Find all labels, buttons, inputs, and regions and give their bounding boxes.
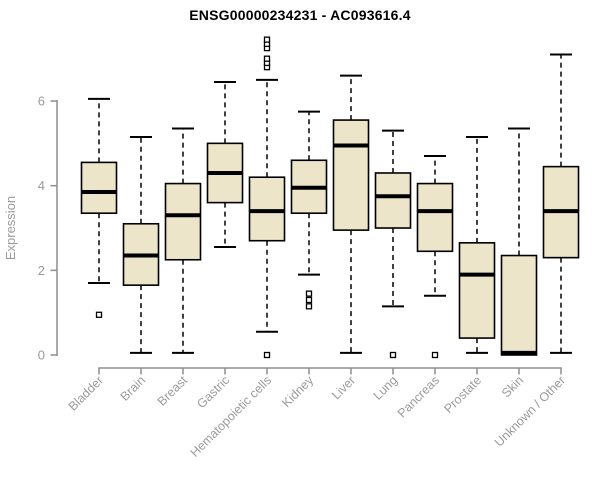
x-tick-label: Breast [155, 373, 191, 409]
iqr-box [80, 161, 118, 214]
y-axis-title: Expression [3, 196, 18, 260]
iqr-box [458, 242, 496, 339]
iqr-box [374, 172, 412, 229]
outlier-point [305, 296, 313, 304]
box-kidney [290, 110, 328, 310]
x-tick-label: Bladder [66, 373, 106, 413]
x-tick-label: Brain [118, 373, 149, 404]
x-tick-label: Gastric [194, 373, 232, 411]
y-tick-label: 6 [38, 94, 45, 109]
outlier-point [263, 351, 271, 359]
y-tick-label: 4 [38, 178, 45, 193]
x-tick-label: Hematopoietic cells [188, 373, 275, 460]
x-tick-label: Skin [499, 373, 526, 400]
box-unknown-other [542, 53, 580, 354]
outlier-point [263, 55, 271, 62]
y-tick-label: 2 [38, 263, 45, 278]
box-pancreas [416, 155, 454, 359]
box-breast [164, 127, 202, 354]
box-skin [500, 127, 538, 356]
iqr-box [164, 182, 202, 261]
iqr-box [332, 119, 370, 231]
y-axis: 0 2 4 6 Expression [3, 94, 58, 363]
iqr-box [500, 254, 538, 356]
chart-title: ENSG00000234231 - AC093616.4 [189, 7, 411, 23]
x-tick-label: Kidney [279, 373, 316, 410]
x-tick-label: Unknown / Other [492, 373, 568, 449]
x-tick-label: Liver [329, 373, 358, 402]
x-tick-label: Lung [371, 373, 401, 403]
box-hematopoietic-cells [248, 36, 286, 359]
outlier-point [305, 290, 313, 297]
box-prostate [458, 136, 496, 354]
box-lung [374, 129, 412, 359]
outlier-point [305, 303, 313, 310]
box-liver [332, 74, 370, 354]
outlier-point [263, 36, 271, 43]
outlier-point [431, 351, 439, 359]
box-brain [122, 136, 160, 354]
x-tick-label: Prostate [441, 373, 484, 416]
iqr-box [416, 182, 454, 253]
box-bladder [80, 97, 118, 318]
outlier-point [389, 351, 397, 359]
iqr-box [248, 176, 286, 242]
box-gastric [206, 80, 244, 249]
y-tick-label: 0 [38, 348, 45, 363]
outlier-point [95, 311, 103, 318]
x-tick-label: Pancreas [395, 373, 442, 420]
